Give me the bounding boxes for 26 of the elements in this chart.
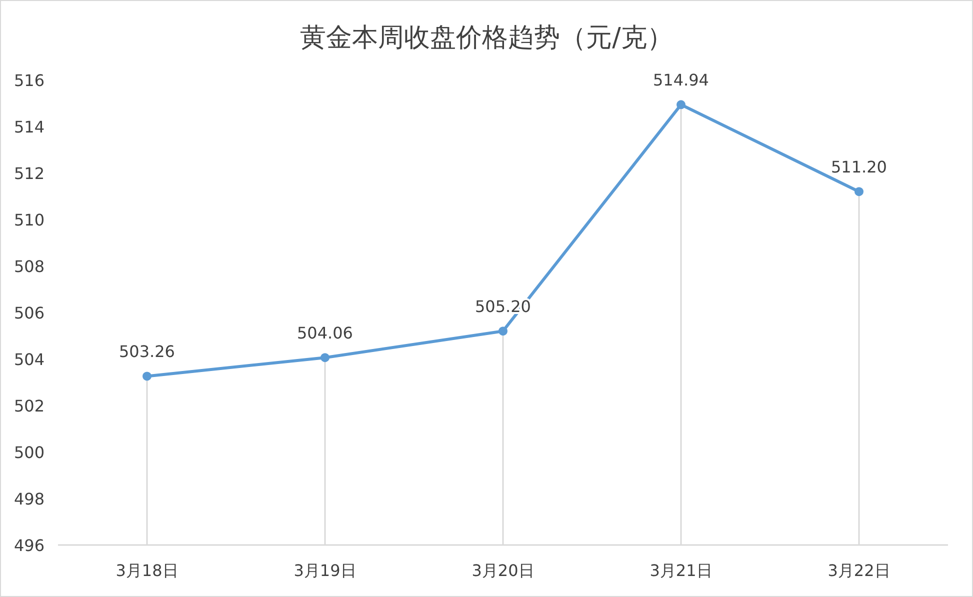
point <box>676 100 686 110</box>
y-tick-label: 512 <box>14 164 45 183</box>
y-tick-label: 510 <box>14 210 45 230</box>
y-tick-label: 504 <box>14 350 45 369</box>
y-tick-label: 514 <box>14 118 45 136</box>
data-label: 511.20 <box>831 158 887 177</box>
point <box>320 353 330 362</box>
x-tick-label: 3月21日 <box>650 561 712 580</box>
x-tick-label: 3月20日 <box>472 561 534 580</box>
data-label: 514.94 <box>653 70 709 90</box>
point <box>142 372 152 381</box>
y-tick-label: 508 <box>14 257 45 276</box>
y-tick-label: 506 <box>14 304 45 322</box>
y-tick-label: 500 <box>14 443 45 462</box>
point <box>854 187 864 196</box>
data-label: 503.26 <box>119 342 175 362</box>
x-tick-label: 3月22日 <box>828 561 890 580</box>
x-tick-label: 3月18日 <box>116 561 178 580</box>
y-tick-label: 516 <box>14 71 45 90</box>
y-tick-label: 502 <box>14 396 45 416</box>
x-tick-label: 3月19日 <box>294 561 356 580</box>
y-tick-label: 498 <box>14 490 45 508</box>
data-label: 504.06 <box>297 324 353 343</box>
chart-title: 黄金本周收盘价格趋势（元/克） <box>300 23 673 53</box>
y-tick-label: 496 <box>14 536 45 555</box>
point <box>498 326 508 336</box>
